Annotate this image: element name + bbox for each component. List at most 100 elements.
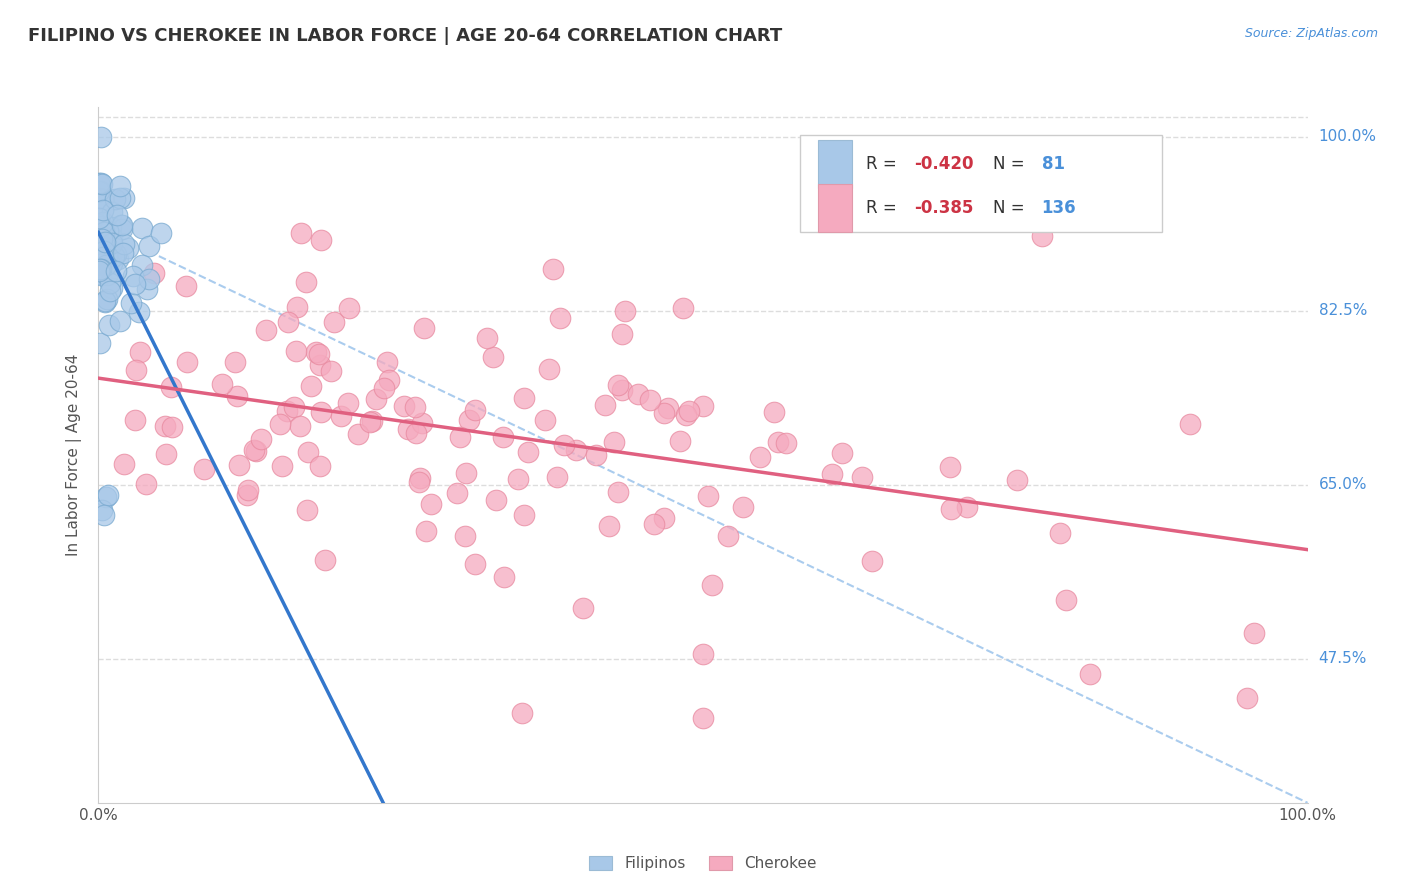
Point [94, 235, 117, 249]
Point [193, 461, 215, 475]
Point [492, 430, 515, 444]
Point [94, 258, 117, 272]
Text: R =: R = [866, 155, 903, 173]
Point [288, 419, 311, 434]
Point [446, 486, 468, 500]
Point [90, 177, 112, 191]
Point [138, 271, 160, 285]
Point [458, 413, 481, 427]
Point [87, 264, 110, 278]
Point [225, 389, 247, 403]
Point [254, 323, 277, 337]
Point [697, 489, 720, 503]
Point [112, 457, 135, 471]
Point [150, 226, 173, 240]
Point [652, 511, 675, 525]
Point [322, 316, 344, 330]
Point [669, 434, 692, 448]
Point [603, 434, 626, 449]
Text: N =: N = [993, 155, 1031, 173]
Point [404, 400, 426, 414]
Point [408, 471, 430, 485]
Point [513, 391, 536, 405]
Point [454, 529, 477, 543]
Point [135, 477, 157, 491]
Point [96, 293, 118, 307]
Point [538, 362, 561, 376]
Point [378, 373, 401, 387]
Point [329, 409, 352, 423]
Point [93, 192, 115, 206]
Point [366, 392, 388, 407]
Point [319, 364, 342, 378]
Point [337, 395, 360, 409]
Point [492, 570, 515, 584]
Point [638, 393, 661, 408]
Point [94, 294, 117, 309]
Point [692, 400, 714, 414]
Point [89, 262, 111, 277]
Text: 65.0%: 65.0% [1319, 477, 1367, 492]
Point [283, 401, 305, 415]
Point [94, 490, 117, 504]
Point [100, 220, 122, 235]
Point [513, 508, 536, 522]
Point [90, 230, 112, 244]
Bar [800, 135, 1163, 232]
Point [337, 301, 360, 315]
Point [122, 269, 145, 284]
Point [297, 444, 319, 458]
Point [585, 448, 607, 462]
Point [482, 350, 505, 364]
Text: 136: 136 [1042, 199, 1076, 217]
Point [506, 472, 529, 486]
Point [627, 386, 650, 401]
Point [98, 318, 121, 333]
Point [610, 383, 633, 397]
Point [176, 355, 198, 369]
Point [100, 235, 122, 250]
Point [90, 219, 112, 233]
Point [89, 245, 111, 260]
Point [125, 362, 148, 376]
Point [939, 501, 962, 516]
Point [775, 436, 797, 450]
Point [396, 422, 419, 436]
Point [692, 647, 714, 661]
Bar [818, 140, 852, 188]
Point [124, 277, 146, 291]
Text: -0.385: -0.385 [915, 199, 974, 217]
Point [91, 202, 114, 217]
Point [108, 179, 131, 194]
Point [98, 276, 121, 290]
Point [565, 443, 588, 458]
Point [117, 242, 139, 256]
Point [89, 196, 111, 211]
Point [136, 282, 159, 296]
Point [108, 191, 131, 205]
Point [678, 404, 700, 418]
Point [510, 706, 533, 721]
Point [105, 247, 128, 261]
Point [346, 426, 368, 441]
Point [100, 281, 122, 295]
Point [91, 502, 114, 516]
Point [89, 336, 111, 351]
Point [105, 263, 128, 277]
Point [160, 380, 183, 394]
Point [276, 403, 298, 417]
Point [614, 304, 637, 318]
Point [361, 415, 384, 429]
Point [270, 459, 292, 474]
Point [93, 244, 115, 259]
Point [311, 233, 333, 247]
Point [90, 232, 112, 246]
Point [308, 459, 330, 474]
Point [675, 408, 697, 422]
Point [820, 467, 842, 482]
Point [408, 475, 430, 490]
Point [860, 554, 883, 568]
Point [112, 191, 135, 205]
Point [90, 267, 112, 281]
Point [657, 401, 679, 415]
